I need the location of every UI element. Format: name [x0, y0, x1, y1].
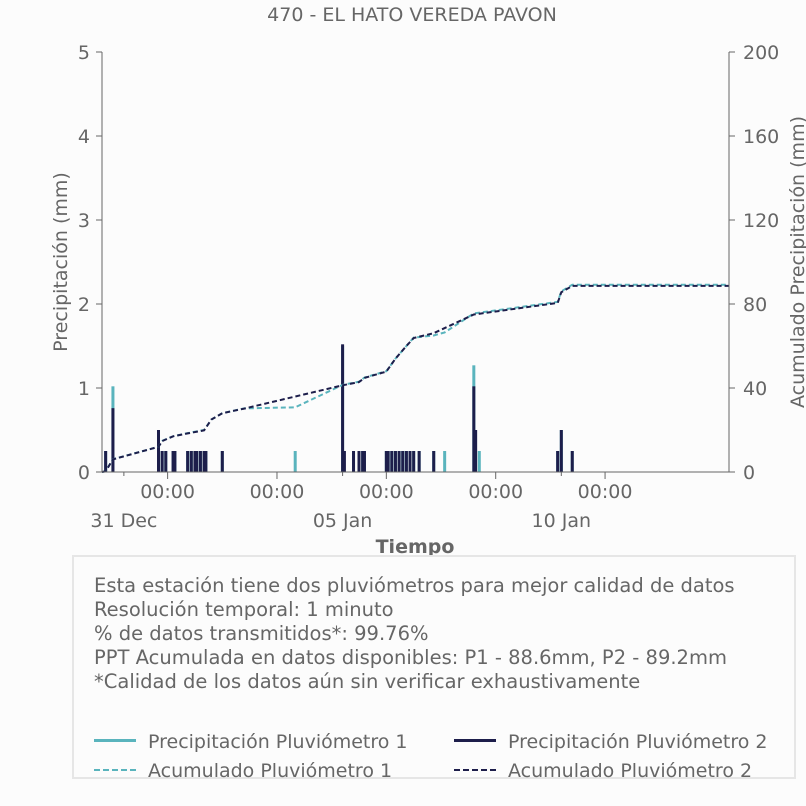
y-left-tick-label: 1	[78, 378, 90, 400]
info-line: *Calidad de los datos aún sin verificar …	[94, 670, 641, 693]
precip-bar	[408, 451, 412, 472]
info-box: Esta estación tiene dos pluviómetros par…	[72, 555, 796, 782]
precipitation-chart: 470 - EL HATO VEREDA PAVON 0 1 2 3 4 5 0 40 80 12…	[50, 4, 806, 555]
cumulative-lines	[101, 283, 729, 473]
legend-swatch-dashed-light	[94, 768, 136, 771]
precip-bar	[293, 451, 297, 472]
precip-bar	[173, 451, 177, 472]
precip-bar	[393, 451, 397, 472]
precip-bar	[417, 451, 421, 472]
x-tick-label: 00:00	[578, 481, 633, 503]
legend-entry-p1: Precipitación Pluviómetro 1	[94, 731, 408, 753]
y-right-tick-label: 160	[743, 126, 779, 148]
precip-bar	[111, 408, 115, 472]
legend-swatch-dashed-dark	[454, 768, 496, 771]
legend-swatch-solid-dark	[454, 739, 496, 742]
precip-bar	[570, 451, 574, 472]
precip-bar	[342, 451, 346, 472]
precip-bar	[104, 451, 108, 472]
y-right-tick-label: 0	[743, 462, 755, 484]
y-left-tick-label: 5	[78, 42, 90, 64]
precip-bar	[401, 451, 405, 472]
info-line: Esta estación tiene dos pluviómetros par…	[94, 574, 735, 597]
y-right-tick-label: 40	[743, 378, 767, 400]
legend-swatch-solid-light	[94, 739, 136, 742]
precip-bar	[204, 451, 208, 472]
x-axis-label: Tiempo	[376, 536, 455, 555]
x-date-label: 05 Jan	[313, 510, 373, 532]
y-axis-right-label: Acumulado Precipitación (mm)	[787, 116, 806, 408]
legend-entry-a1: Acumulado Pluviómetro 1	[94, 760, 392, 782]
legend-entry-a2: Acumulado Pluviómetro 2	[454, 760, 752, 782]
precip-bar	[195, 451, 199, 472]
precip-bar	[472, 386, 476, 472]
y-left-tick-label: 3	[78, 210, 90, 232]
x-date-label: 10 Jan	[532, 510, 592, 532]
x-date-label: 31 Dec	[90, 510, 157, 532]
precip-bar	[384, 451, 388, 472]
precip-bar	[559, 430, 563, 472]
cumulative-line	[101, 284, 729, 473]
info-line: PPT Acumulada en datos disponibles: P1 -…	[94, 646, 727, 669]
precip-bar	[397, 451, 401, 472]
ticks: 0 1 2 3 4 5 0 40 80 120 160 200 00:00 00:00 00:00 00:00…	[78, 42, 779, 532]
precip-bar	[186, 451, 190, 472]
precip-bar	[390, 451, 394, 472]
precip-bar	[341, 344, 345, 472]
precip-bar	[220, 451, 224, 472]
precip-bar	[477, 451, 481, 472]
precip-bar	[443, 451, 447, 472]
precip-bar	[357, 451, 361, 472]
legend-label: Acumulado Pluviómetro 2	[508, 760, 753, 782]
legend-label: Precipitación Pluviómetro 1	[148, 731, 408, 753]
precip-bar	[193, 451, 197, 472]
y-left-tick-label: 0	[78, 462, 90, 484]
y-axis-left-label: Precipitación (mm)	[50, 172, 72, 352]
cumulative-line	[101, 283, 729, 473]
precip-bar	[164, 451, 168, 472]
precip-bar	[157, 430, 161, 472]
precip-bar	[412, 451, 416, 472]
precip-bar	[556, 451, 560, 472]
y-right-tick-label: 120	[743, 210, 779, 232]
y-left-tick-label: 4	[78, 126, 90, 148]
precip-bar	[352, 451, 356, 472]
precip-bar	[198, 451, 202, 472]
x-tick-label: 00:00	[140, 481, 195, 503]
x-tick-label: 00:00	[468, 481, 523, 503]
y-left-tick-label: 2	[78, 294, 90, 316]
chart-title: 470 - EL HATO VEREDA PAVON	[267, 4, 557, 26]
axes	[101, 52, 730, 473]
x-tick-label: 00:00	[250, 481, 305, 503]
precip-bar	[432, 451, 436, 472]
precip-bar	[362, 451, 366, 472]
info-line: % de datos transmitidos*: 99.76%	[94, 622, 429, 645]
bars-pluviometro-2	[104, 344, 574, 472]
legend-label: Precipitación Pluviómetro 2	[508, 731, 768, 753]
legend-label: Acumulado Pluviómetro 1	[148, 760, 393, 782]
precip-bar	[386, 451, 390, 472]
precip-bar	[171, 451, 175, 472]
legend-entry-p2: Precipitación Pluviómetro 2	[454, 731, 768, 753]
precip-bar	[404, 451, 408, 472]
y-right-tick-label: 200	[743, 42, 779, 64]
precip-bar	[361, 451, 365, 472]
precip-bar	[202, 451, 206, 472]
x-tick-label: 00:00	[359, 481, 414, 503]
precip-bar	[160, 451, 164, 472]
precip-bar	[189, 451, 193, 472]
info-lines: Esta estación tiene dos pluviómetros par…	[94, 574, 735, 694]
y-right-tick-label: 80	[743, 294, 767, 316]
precip-bar	[474, 430, 478, 472]
info-line: Resolución temporal: 1 minuto	[94, 598, 394, 621]
